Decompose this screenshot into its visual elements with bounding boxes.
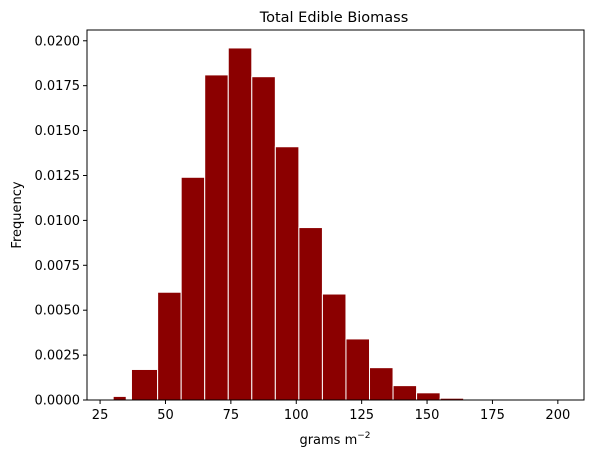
x-axis-label: grams m−2 (299, 431, 370, 448)
x-axis-ticks: 25 50 75 100 125 150 175 200 (92, 400, 570, 423)
bars-group (112, 47, 465, 401)
x-tick-label: 125 (349, 408, 374, 423)
histogram-bar-13 (416, 392, 441, 401)
histogram-bar-4 (204, 74, 229, 401)
y-tick-label: 0.0125 (35, 169, 81, 184)
y-tick-label: 0.0075 (35, 259, 81, 274)
x-tick-label: 175 (480, 408, 505, 423)
histogram-bar-12 (392, 385, 418, 401)
histogram-bar-10 (345, 338, 371, 401)
y-tick-label: 0.0000 (35, 394, 81, 409)
y-axis-ticks: 0.0000 0.0025 0.0050 0.0075 0.0100 0.0125 0.01… (35, 34, 87, 409)
y-tick-label: 0.0175 (35, 79, 81, 94)
x-tick-label: 50 (157, 408, 174, 423)
x-tick-label: 25 (92, 408, 109, 423)
histogram-bar-11 (369, 367, 394, 401)
histogram-bar-5 (227, 47, 253, 401)
x-tick-label: 150 (415, 408, 440, 423)
y-tick-label: 0.0025 (35, 349, 81, 364)
plot-frame (86, 29, 585, 401)
chart-title: Total Edible Biomass (259, 10, 409, 26)
x-axis-label-superscript: −2 (357, 431, 370, 441)
y-tick-label: 0.0050 (35, 304, 81, 319)
y-tick-label: 0.0100 (35, 214, 81, 229)
y-axis-label: Frequency (10, 181, 25, 248)
y-tick-label: 0.0200 (35, 34, 81, 49)
histogram-bar-1 (130, 368, 159, 401)
histogram-bar-0 (112, 395, 127, 401)
histogram-bar-2 (157, 291, 182, 401)
x-tick-label: 100 (284, 408, 309, 423)
y-tick-label: 0.0150 (35, 124, 81, 139)
x-tick-label: 200 (545, 408, 570, 423)
histogram-bar-3 (180, 176, 206, 401)
histogram-bar-9 (321, 293, 347, 401)
histogram-bar-7 (274, 146, 300, 401)
histogram-bar-6 (251, 76, 276, 401)
x-axis-label-base: grams m (299, 433, 357, 448)
x-tick-label: 75 (223, 408, 240, 423)
histogram-bar-8 (298, 227, 323, 401)
